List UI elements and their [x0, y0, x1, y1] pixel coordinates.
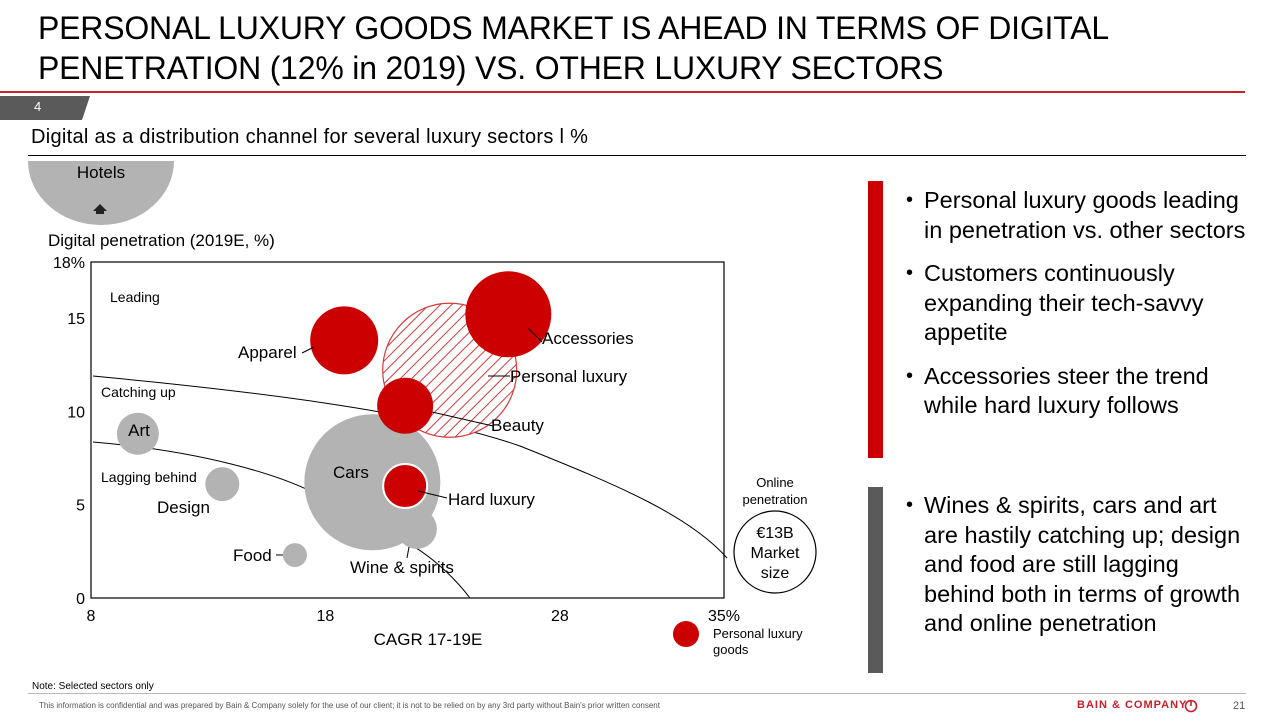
- label-personal-luxury: Personal luxury: [510, 367, 628, 386]
- axis-ticks: 8 18 28 35% 0 5 10 15 18%: [53, 255, 740, 625]
- label-beauty: Beauty: [491, 416, 544, 435]
- legend-size-line-2: Market: [751, 545, 800, 562]
- legend-size-circle: [733, 510, 817, 594]
- zone-curve-upper: [92, 375, 728, 559]
- x-tick-label: 28: [551, 608, 569, 625]
- bubble-food: [282, 543, 307, 568]
- x-tick-label: 35%: [708, 608, 740, 625]
- bullet-group-red-bar: [868, 181, 883, 458]
- y-axis-title: Digital penetration (2019E, %): [48, 231, 275, 250]
- legend-red-swatch: [673, 621, 699, 647]
- footer-divider: [28, 693, 1246, 694]
- bubble-art: [116, 412, 159, 455]
- label-art: Art: [128, 421, 150, 440]
- section-tab-number: 4: [34, 99, 42, 114]
- plot-frame: [90, 261, 725, 599]
- legend-size-title-2: penetration: [742, 492, 807, 507]
- subtitle-divider: [28, 155, 1246, 156]
- slide-title: PERSONAL LUXURY GOODS MARKET IS AHEAD IN…: [38, 10, 1108, 86]
- page-number: 21: [1233, 700, 1246, 712]
- chart-note: Note: Selected sectors only: [32, 681, 154, 692]
- bullet-item: Customers continuously expanding their t…: [906, 259, 1246, 348]
- title-divider: [0, 91, 1245, 93]
- bubble-hard-luxury: [382, 463, 429, 509]
- y-tick-label: 5: [76, 498, 85, 515]
- x-tick-label: 8: [87, 608, 96, 625]
- y-tick-label: 0: [76, 591, 85, 608]
- zone-label-lagging: Lagging behind: [101, 469, 197, 485]
- brand-logo-icon: [1184, 699, 1198, 713]
- x-tick-label: 18: [317, 608, 335, 625]
- legend-size-title-1: Online: [756, 475, 794, 490]
- bullet-item: Personal luxury goods leading in penetra…: [906, 186, 1246, 245]
- label-apparel: Apparel: [238, 343, 297, 362]
- zone-label-leading: Leading: [110, 289, 160, 305]
- bullet-list-grey: Wines & spirits, cars and art are hastil…: [906, 491, 1246, 653]
- label-cars: Cars: [333, 463, 369, 482]
- x-axis-title: CAGR 17-19E: [374, 630, 483, 649]
- legend-size-line-3: size: [761, 565, 790, 582]
- bubble-design: [205, 467, 240, 502]
- label-design: Design: [157, 498, 210, 517]
- up-arrow-icon: [93, 204, 107, 214]
- confidentiality-footer: This information is confidential and was…: [39, 701, 660, 710]
- bullet-list-red: Personal luxury goods leading in penetra…: [906, 186, 1246, 435]
- legend-size-line-1: €13B: [756, 525, 793, 542]
- label-food: Food: [233, 546, 272, 565]
- label-hard-luxury: Hard luxury: [448, 490, 535, 509]
- label-wine-spirits: Wine & spirits: [350, 558, 454, 577]
- hotels-bubble: [28, 161, 174, 225]
- y-tick-label: 18%: [53, 255, 85, 272]
- y-tick-label: 15: [67, 311, 85, 328]
- bubbles: [116, 271, 552, 568]
- chart-subtitle: Digital as a distribution channel for se…: [31, 126, 589, 148]
- hotels-label: Hotels: [77, 163, 125, 182]
- bubble-chart: Hotels Digital penetration (2019E, %) CA…: [28, 161, 817, 657]
- bubble-apparel: [310, 306, 379, 375]
- y-tick-label: 10: [67, 404, 85, 421]
- legend-color-line-2: goods: [713, 642, 749, 657]
- section-tab: 4: [0, 96, 90, 120]
- zone-label-catching-up: Catching up: [101, 384, 176, 400]
- bullet-item: Wines & spirits, cars and art are hastil…: [906, 491, 1246, 639]
- legend-color-line-1: Personal luxury: [713, 626, 803, 641]
- bullet-group-grey-bar: [868, 487, 883, 673]
- bubble-beauty: [377, 377, 434, 434]
- label-accessories: Accessories: [542, 329, 634, 348]
- leader-lines: [276, 327, 543, 559]
- bullet-item: Accessories steer the trend while hard l…: [906, 362, 1246, 421]
- bubble-accessories: [465, 271, 552, 358]
- brand-logo-text: BAIN & COMPANY: [1077, 699, 1188, 711]
- bubble-wine-spirits: [396, 508, 437, 549]
